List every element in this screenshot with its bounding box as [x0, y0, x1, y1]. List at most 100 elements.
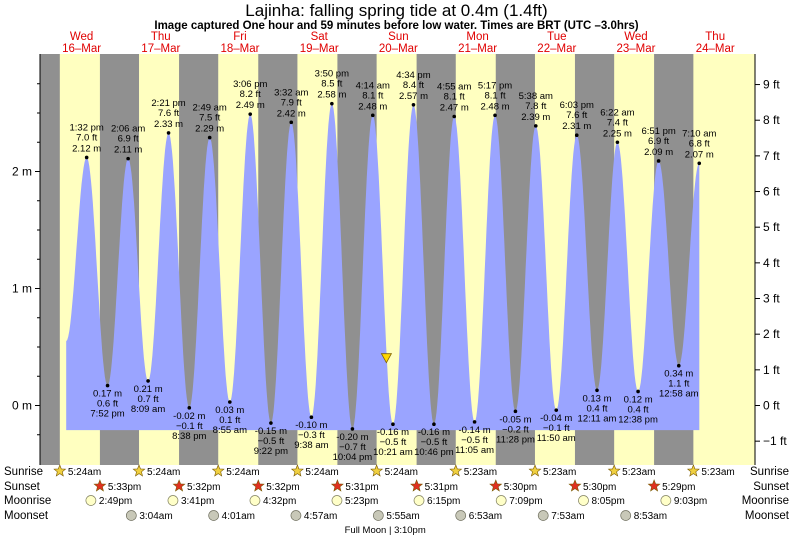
extreme-height-ft: 8.2 ft [240, 89, 261, 100]
extreme-height-m: -0.20 m [336, 432, 368, 443]
moonrise-icon [660, 495, 672, 506]
extreme-time: 12:11 am [578, 413, 617, 424]
extreme-height-ft: 0.4 ft [586, 403, 607, 414]
extreme-time: 11:50 am [537, 433, 576, 444]
sunset-icon [172, 479, 186, 492]
moonset-icon [290, 510, 302, 521]
extreme-height-ft: 0.6 ft [97, 399, 118, 410]
extreme-height-m: 2.11 m [114, 145, 142, 156]
extreme-point [595, 388, 599, 393]
y-tick-label-m: 2 m [12, 165, 32, 179]
moonset-time: 5:55am [386, 511, 419, 522]
day-date: 19–Mar [300, 43, 339, 55]
extreme-time: 8:09 am [131, 404, 165, 415]
day-date: 23–Mar [617, 43, 656, 55]
extreme-height-m: 0.34 m [664, 369, 693, 380]
extreme-point [636, 389, 640, 394]
extreme-point [248, 112, 253, 116]
extreme-height-ft: −0.7 ft [339, 442, 366, 453]
extreme-point [533, 124, 538, 128]
sunset-time: 5:30pm [583, 482, 616, 493]
sunrise-icon [53, 464, 67, 477]
extreme-time: 4:55 am [437, 82, 471, 93]
sunrise-time: 5:24am [68, 467, 101, 478]
extreme-point [574, 133, 579, 138]
moonrise-time: 9:03pm [674, 496, 707, 507]
extreme-height-m: 2.47 m [440, 103, 469, 114]
moonset-icon [620, 510, 632, 521]
extreme-height-ft: −0.2 ft [502, 424, 529, 435]
moonset-icon [208, 510, 220, 521]
extreme-height-ft: −0.5 ft [258, 436, 285, 447]
y-tick-label-m: 1 m [12, 282, 32, 296]
sunrise-time: 5:24am [385, 467, 418, 478]
y-tick-label-ft: 5 ft [763, 220, 780, 234]
day-date: 16–Mar [62, 43, 101, 55]
sunrise-time: 5:23am [543, 467, 576, 478]
sunrise-icon [370, 464, 384, 477]
sunset-time: 5:32pm [187, 482, 220, 493]
moonrise-time: 3:41pm [181, 496, 214, 507]
y-tick-label-ft: 9 ft [763, 78, 780, 92]
extreme-height-ft: 8.1 ft [444, 92, 465, 103]
sunset-icon [647, 479, 661, 492]
extreme-time: 9:22 pm [254, 446, 288, 457]
day-date: 18–Mar [221, 43, 260, 55]
extreme-height-m: 2.39 m [521, 112, 550, 123]
axes: 0 m 1 m 2 m −1 ft 0 ft 1 ft 2 ft 3 ft 4 ft 5 ft 6 … [12, 31, 787, 465]
y-tick-label-ft: 8 ft [763, 113, 780, 127]
moonrise-time: 4:32pm [263, 496, 296, 507]
sunrise-icon [290, 464, 304, 477]
extreme-time: 8:38 pm [172, 431, 206, 442]
extreme-point [676, 363, 681, 368]
y-tick-label-ft: 4 ft [763, 256, 780, 270]
extreme-time: 6:51 pm [641, 126, 675, 137]
row-label-left: Moonrise [4, 495, 51, 507]
extreme-height-ft: 0.4 ft [628, 404, 649, 415]
extreme-height-m: -0.14 m [458, 425, 490, 436]
extreme-time: 11:28 pm [496, 434, 535, 445]
extreme-height-m: 2.42 m [277, 108, 306, 119]
extreme-point [105, 383, 110, 388]
astro-rows: Sunrise Sunrise Sunset Sunset Moonrise Moonri… [4, 464, 790, 536]
extreme-height-m: 0.03 m [215, 405, 244, 416]
extreme-time: 3:06 pm [233, 79, 267, 90]
moonrise-time: 6:15pm [427, 496, 460, 507]
sunrise-icon [211, 464, 225, 477]
day-name: Fri [233, 31, 246, 43]
extreme-height-m: -0.05 m [499, 414, 531, 425]
extreme-point [554, 408, 559, 412]
extreme-time: 7:52 pm [90, 409, 124, 420]
extreme-point [146, 379, 150, 383]
extreme-point [432, 422, 436, 427]
extreme-point [411, 103, 416, 107]
moonset-time: 6:53am [469, 511, 502, 522]
extreme-height-ft: 7.9 ft [281, 97, 302, 108]
current-tide-marker [380, 353, 393, 364]
extreme-time: 12:58 am [659, 389, 699, 400]
sunrise-time: 5:23am [701, 467, 734, 478]
extreme-height-ft: 7.5 ft [199, 113, 220, 124]
row-label-right: Sunrise [750, 466, 789, 478]
moonset-time: 8:53am [634, 511, 667, 522]
extreme-point [656, 159, 661, 163]
y-tick-label-ft: −1 ft [763, 434, 787, 448]
extreme-time: 10:21 am [373, 447, 413, 458]
y-tick-label-ft: 2 ft [763, 327, 780, 341]
extreme-time: 12:38 pm [618, 414, 658, 425]
extreme-height-m: 0.13 m [582, 393, 611, 404]
y-tick-label-ft: 3 ft [763, 292, 780, 306]
extreme-point [615, 140, 620, 145]
extreme-point [269, 421, 273, 425]
sunset-icon [568, 479, 582, 492]
extreme-height-m: 2.48 m [358, 101, 387, 112]
moonrise-time: 2:49pm [99, 496, 132, 507]
day-name: Thu [151, 31, 171, 43]
extreme-height-m: -0.15 m [255, 426, 287, 437]
extreme-height-ft: 0.7 ft [138, 394, 159, 405]
day-name: Wed [70, 31, 93, 43]
sunset-time: 5:31pm [425, 482, 458, 493]
extreme-time: 9:38 am [294, 440, 328, 451]
sunrise-icon [132, 464, 146, 477]
extreme-height-ft: 8.4 ft [403, 80, 424, 91]
